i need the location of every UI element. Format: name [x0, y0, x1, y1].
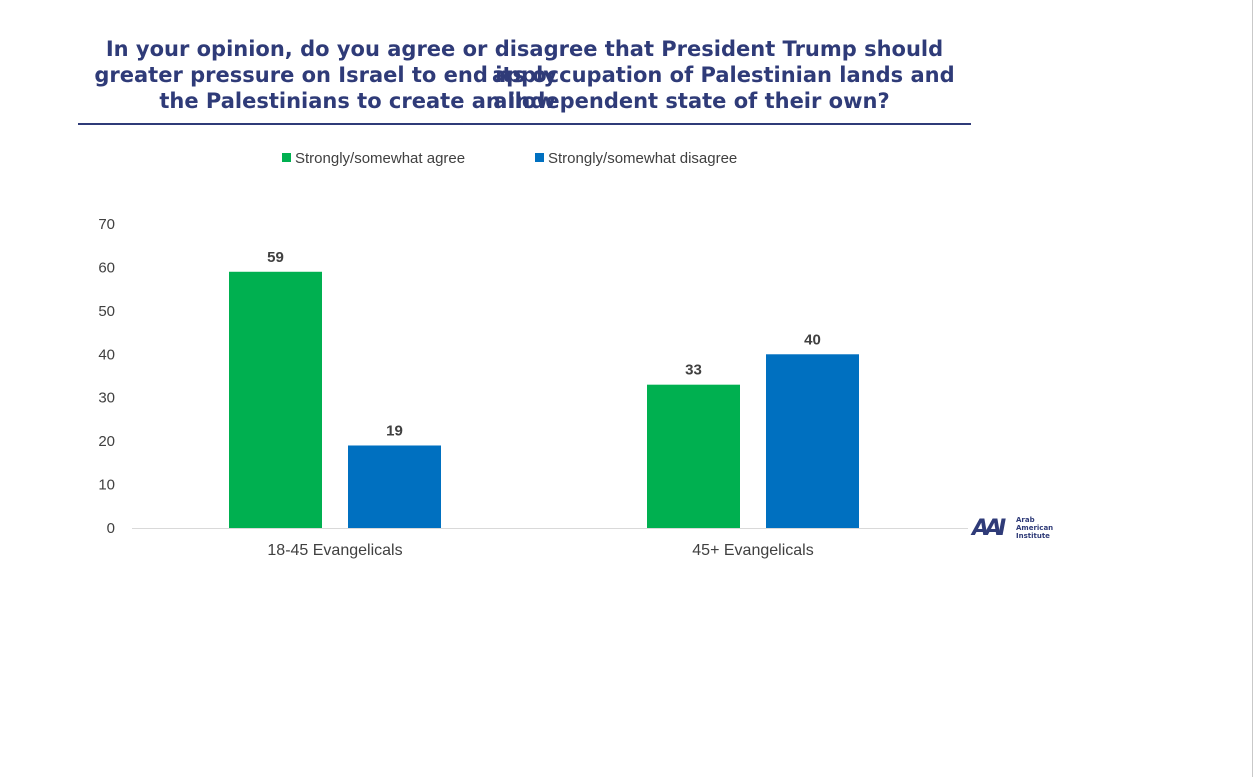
legend-label: Strongly/somewhat agree: [295, 150, 465, 167]
chart-title-line-2: greater pressure on Israel to end its oc…: [94, 63, 955, 113]
logo-text-line-3: Institute: [1016, 532, 1050, 540]
bar: [229, 271, 322, 528]
y-tick-label: 70: [98, 216, 115, 233]
chart-title-line-1: In your opinion, do you agree or disagre…: [105, 37, 944, 87]
logo-mark: AAI: [972, 516, 1006, 541]
bar: [766, 354, 859, 528]
data-label: 40: [804, 331, 821, 348]
y-tick-label: 0: [107, 520, 115, 537]
logo-text-line-2: American: [1016, 524, 1054, 532]
legend-label: Strongly/somewhat disagree: [548, 150, 737, 167]
data-label: 59: [267, 249, 284, 266]
logo-text-line-1: Arab: [1016, 516, 1035, 524]
bar: [348, 445, 441, 528]
x-tick-label: 18-45 Evangelicals: [267, 542, 402, 559]
legend-swatch: [282, 153, 291, 162]
logo-text: Arab American Institute: [1016, 516, 1053, 540]
y-tick-label: 40: [98, 346, 115, 363]
y-tick-label: 10: [98, 477, 115, 494]
page-edge-divider: [1252, 0, 1253, 777]
bar: [647, 384, 740, 528]
data-label: 19: [386, 422, 403, 439]
y-tick-label: 20: [98, 433, 115, 450]
data-label: 33: [685, 362, 702, 379]
y-tick-label: 30: [98, 390, 115, 407]
legend-swatch: [535, 153, 544, 162]
chart-title-line-3: the Palestinians to create an independen…: [159, 89, 890, 113]
y-tick-label: 50: [98, 303, 115, 320]
x-tick-label: 45+ Evangelicals: [692, 542, 813, 559]
arab-american-institute-logo: AAI Arab American Institute: [972, 514, 1062, 544]
y-tick-label: 60: [98, 259, 115, 276]
